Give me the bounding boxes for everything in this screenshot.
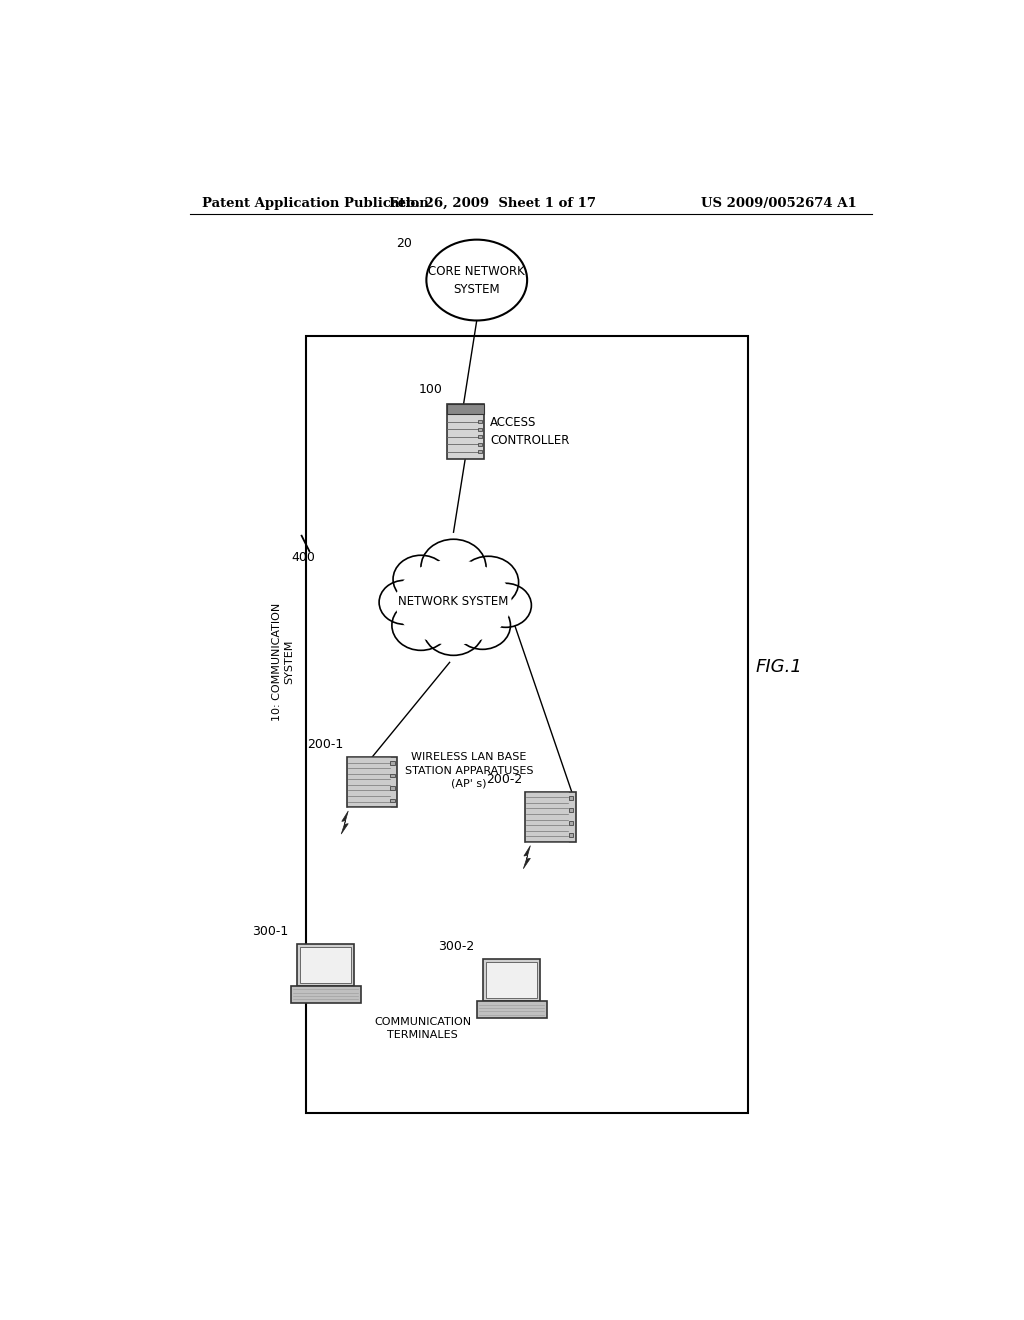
Bar [306, 335, 748, 1113]
Ellipse shape [379, 581, 430, 624]
Ellipse shape [455, 602, 510, 649]
Text: US 2009/0052674 A1: US 2009/0052674 A1 [700, 197, 856, 210]
Text: NETWORK SYSTEM: NETWORK SYSTEM [398, 594, 509, 607]
Bar [478, 436, 482, 438]
Bar [568, 808, 573, 812]
Text: 400: 400 [292, 550, 315, 564]
Text: 20: 20 [396, 238, 413, 249]
Ellipse shape [392, 601, 450, 651]
Text: 300-2: 300-2 [438, 940, 474, 953]
Ellipse shape [426, 240, 527, 321]
Bar [486, 962, 538, 998]
Bar [297, 944, 354, 986]
Polygon shape [341, 810, 348, 834]
Bar [390, 785, 395, 789]
Bar [568, 833, 573, 837]
Ellipse shape [421, 540, 486, 595]
Ellipse shape [423, 603, 483, 655]
Text: Feb. 26, 2009  Sheet 1 of 17: Feb. 26, 2009 Sheet 1 of 17 [389, 197, 596, 210]
Polygon shape [523, 846, 530, 869]
Text: COMMUNICATION
TERMINALES: COMMUNICATION TERMINALES [374, 1016, 471, 1040]
Text: 100: 100 [419, 383, 442, 396]
Bar [347, 758, 397, 807]
Bar [477, 1001, 547, 1018]
Bar [446, 404, 483, 414]
Text: 200-2: 200-2 [486, 772, 523, 785]
Ellipse shape [480, 583, 531, 627]
Bar [291, 986, 360, 1003]
Bar [483, 960, 541, 1001]
Text: 10: COMMUNICATION
SYSTEM: 10: COMMUNICATION SYSTEM [272, 603, 294, 721]
Bar [478, 428, 482, 430]
Bar [568, 796, 573, 800]
Bar [525, 792, 575, 842]
Ellipse shape [458, 556, 518, 609]
Ellipse shape [395, 560, 512, 645]
Bar [446, 404, 483, 459]
Text: FIG.1: FIG.1 [756, 657, 803, 676]
Text: Patent Application Publication: Patent Application Publication [202, 197, 428, 210]
Text: ACCESS
CONTROLLER: ACCESS CONTROLLER [489, 416, 569, 447]
Bar [300, 946, 351, 982]
Bar [390, 762, 395, 764]
Ellipse shape [393, 556, 449, 603]
Bar [478, 450, 482, 454]
Bar [478, 442, 482, 446]
Text: CORE NETWORK
SYSTEM: CORE NETWORK SYSTEM [428, 264, 525, 296]
Bar [568, 821, 573, 825]
Text: 300-1: 300-1 [252, 924, 289, 937]
Text: WIRELESS LAN BASE
STATION APPARATUSES
(AP' s): WIRELESS LAN BASE STATION APPARATUSES (A… [404, 752, 534, 789]
Text: 200-1: 200-1 [307, 738, 343, 751]
Bar [390, 774, 395, 777]
Bar [478, 420, 482, 424]
Bar [390, 799, 395, 803]
